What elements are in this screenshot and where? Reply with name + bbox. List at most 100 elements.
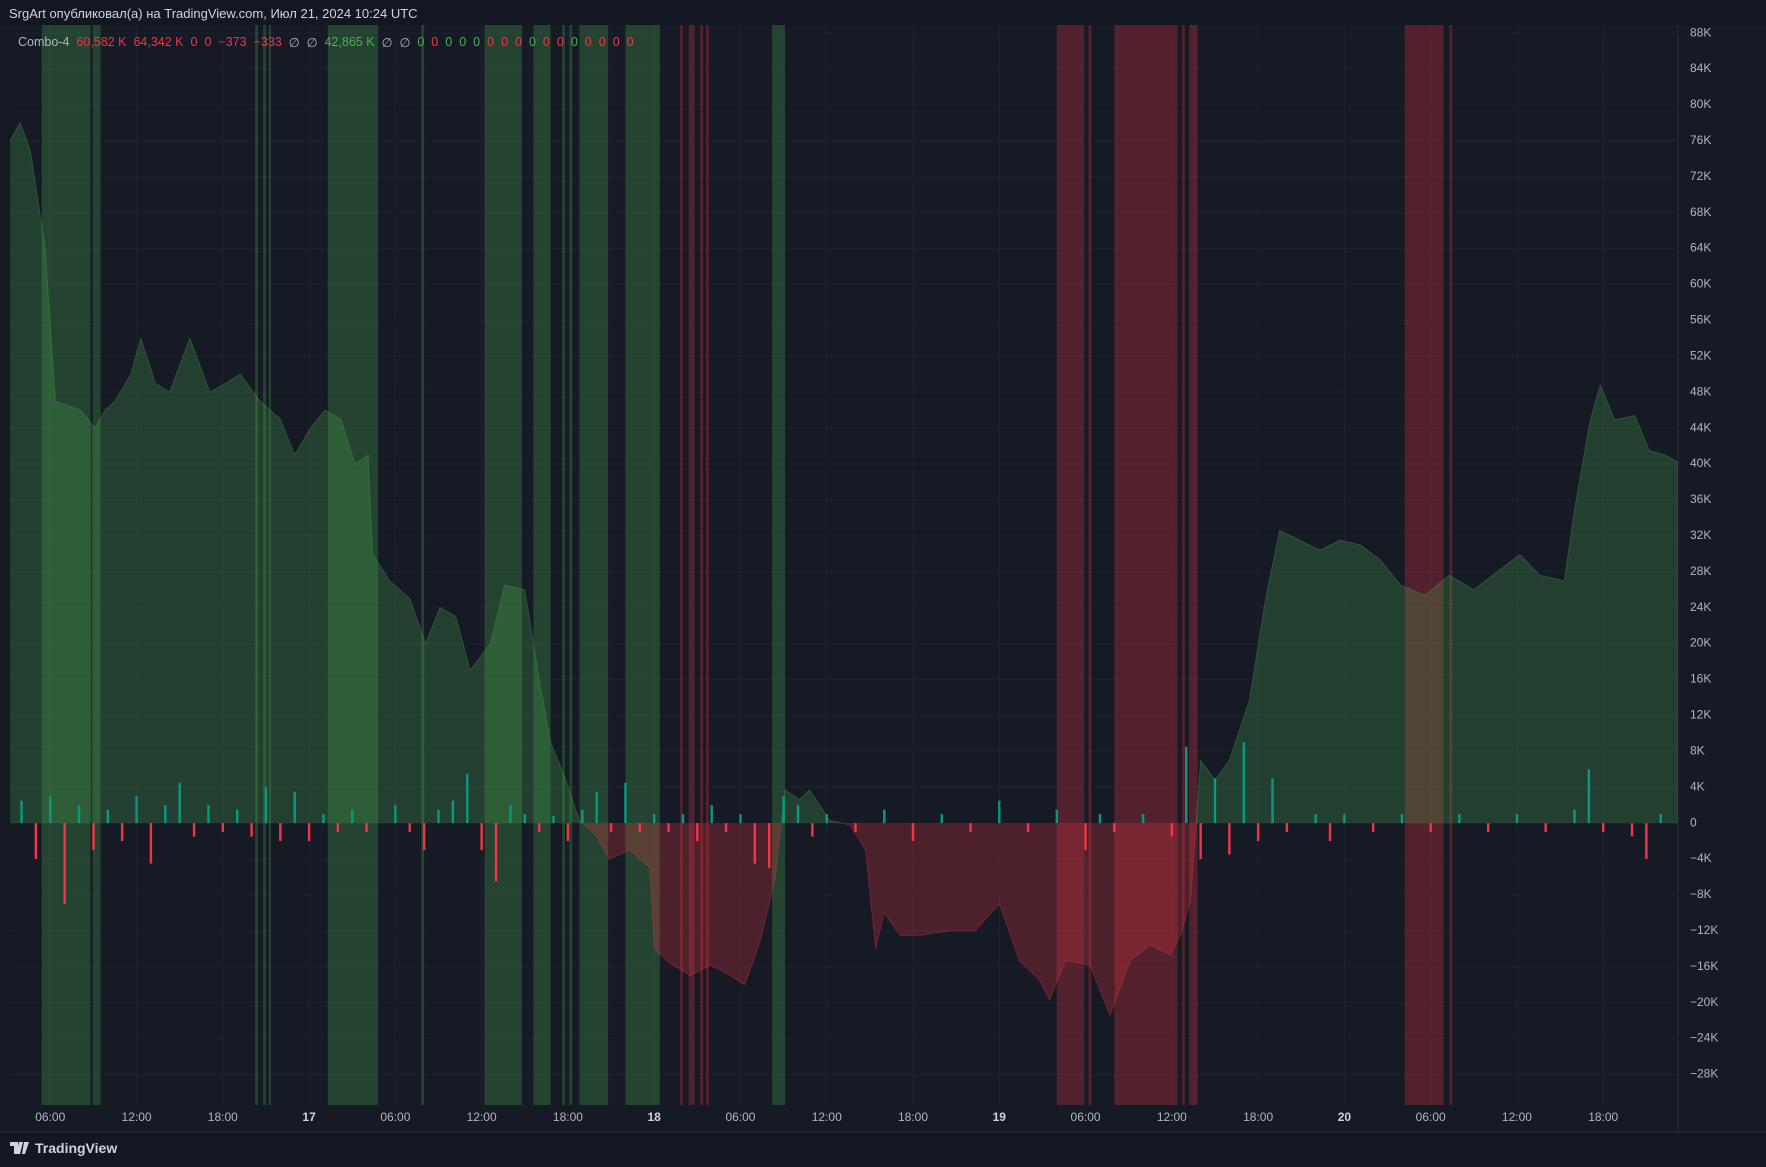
signal-band xyxy=(1114,25,1178,1105)
y-tick-label: −28K xyxy=(1690,1067,1718,1081)
delta-bar xyxy=(940,814,943,824)
delta-bar xyxy=(135,796,138,824)
delta-bar xyxy=(1328,823,1332,842)
delta-bar xyxy=(1242,742,1245,824)
legend-item: ∅ xyxy=(381,36,393,50)
delta-bar xyxy=(34,823,38,860)
x-tick-label: 12:00 xyxy=(467,1110,497,1124)
delta-bar xyxy=(1544,823,1547,833)
legend-item: Combo-4 xyxy=(18,35,70,49)
legend-item: 64,342 K xyxy=(133,35,184,49)
delta-bar xyxy=(1587,769,1591,824)
delta-bar xyxy=(1659,814,1662,824)
legend-item: −373 xyxy=(218,35,247,49)
delta-bar xyxy=(1314,814,1317,824)
signal-band xyxy=(1056,25,1085,1105)
signal-band xyxy=(421,25,425,1105)
legend-item: 60,582 K xyxy=(76,35,127,49)
area-line xyxy=(581,823,1197,1017)
delta-bar xyxy=(1084,823,1087,851)
signal-band xyxy=(680,25,683,1105)
legend-item: 0 xyxy=(190,35,198,49)
y-tick-label: 76K xyxy=(1690,133,1711,147)
x-tick-label: 12:00 xyxy=(122,1110,152,1124)
delta-bar xyxy=(523,814,526,824)
x-tick-label: 06:00 xyxy=(380,1110,410,1124)
y-tick-label: 32K xyxy=(1690,528,1711,542)
delta-bar xyxy=(969,823,972,833)
delta-bar xyxy=(911,823,915,842)
delta-bar xyxy=(422,823,426,851)
signal-band xyxy=(263,25,266,1105)
legend-item: 0 xyxy=(612,35,620,49)
delta-bar xyxy=(1228,823,1231,855)
signal-band xyxy=(484,25,522,1105)
legend-item: 0 xyxy=(431,35,439,49)
y-tick-label: −12K xyxy=(1690,923,1718,937)
delta-bar xyxy=(1645,823,1648,860)
x-tick-label: 18:00 xyxy=(898,1110,928,1124)
delta-bar xyxy=(998,800,1001,824)
x-tick-label: 18:00 xyxy=(208,1110,238,1124)
x-tick-label: 18:00 xyxy=(553,1110,583,1124)
delta-bar xyxy=(537,823,541,833)
legend-item: −333 xyxy=(253,35,282,49)
x-tick-label: 06:00 xyxy=(35,1110,65,1124)
delta-bar xyxy=(1429,823,1432,833)
delta-bar xyxy=(552,815,555,824)
delta-bar xyxy=(1185,746,1188,824)
delta-bar xyxy=(768,823,771,868)
delta-bar xyxy=(77,805,81,824)
delta-bar xyxy=(1371,823,1375,833)
x-tick-label: 06:00 xyxy=(725,1110,755,1124)
delta-bar xyxy=(293,791,296,824)
signal-band xyxy=(255,25,259,1105)
signal-band xyxy=(1404,25,1444,1105)
x-tick-label: 12:00 xyxy=(812,1110,842,1124)
signal-band xyxy=(1189,25,1198,1105)
delta-bar xyxy=(279,823,282,842)
legend: Combo-4 60,582 K 64,342 K 0 0 −373 −333 ∅ ∅ 42,86… xyxy=(18,35,634,50)
delta-bar xyxy=(1573,809,1576,824)
y-tick-label: 40K xyxy=(1690,456,1711,470)
footer-logo: TradingView xyxy=(10,1140,117,1156)
legend-item: 0 xyxy=(584,35,592,49)
delta-bar xyxy=(782,796,785,824)
y-tick-label: 72K xyxy=(1690,169,1711,183)
delta-bar xyxy=(207,805,210,824)
signal-band xyxy=(1088,25,1092,1105)
y-tick-label: 52K xyxy=(1690,348,1711,362)
x-tick-label: 19 xyxy=(993,1110,1007,1124)
signal-band xyxy=(579,25,609,1105)
signal-band xyxy=(1181,25,1185,1105)
legend-item: 0 xyxy=(487,35,495,49)
y-tick-label: 8K xyxy=(1690,743,1705,757)
x-tick-label: 18 xyxy=(648,1110,662,1124)
delta-bar xyxy=(739,814,742,824)
delta-bar xyxy=(1026,823,1030,833)
delta-bar xyxy=(1113,823,1116,833)
legend-item: 0 xyxy=(598,35,606,49)
delta-bar xyxy=(408,823,411,833)
delta-bar xyxy=(1400,814,1404,824)
y-tick-label: −24K xyxy=(1690,1031,1718,1045)
signal-band xyxy=(625,25,660,1105)
y-tick-label: 48K xyxy=(1690,384,1711,398)
delta-bar xyxy=(1343,814,1346,824)
delta-bar xyxy=(451,800,455,824)
area-fill xyxy=(10,122,1678,824)
signal-band xyxy=(41,25,91,1105)
delta-bar xyxy=(624,782,627,824)
y-tick-label: −4K xyxy=(1690,851,1712,865)
delta-bar xyxy=(638,823,642,833)
delta-bar xyxy=(120,823,124,842)
delta-bar xyxy=(1486,823,1490,833)
delta-bar xyxy=(235,809,239,824)
signal-band xyxy=(569,25,573,1105)
delta-bar xyxy=(322,814,325,824)
x-tick-label: 06:00 xyxy=(1416,1110,1446,1124)
delta-bar xyxy=(796,805,800,824)
delta-bar xyxy=(178,782,181,824)
signal-band xyxy=(533,25,551,1105)
